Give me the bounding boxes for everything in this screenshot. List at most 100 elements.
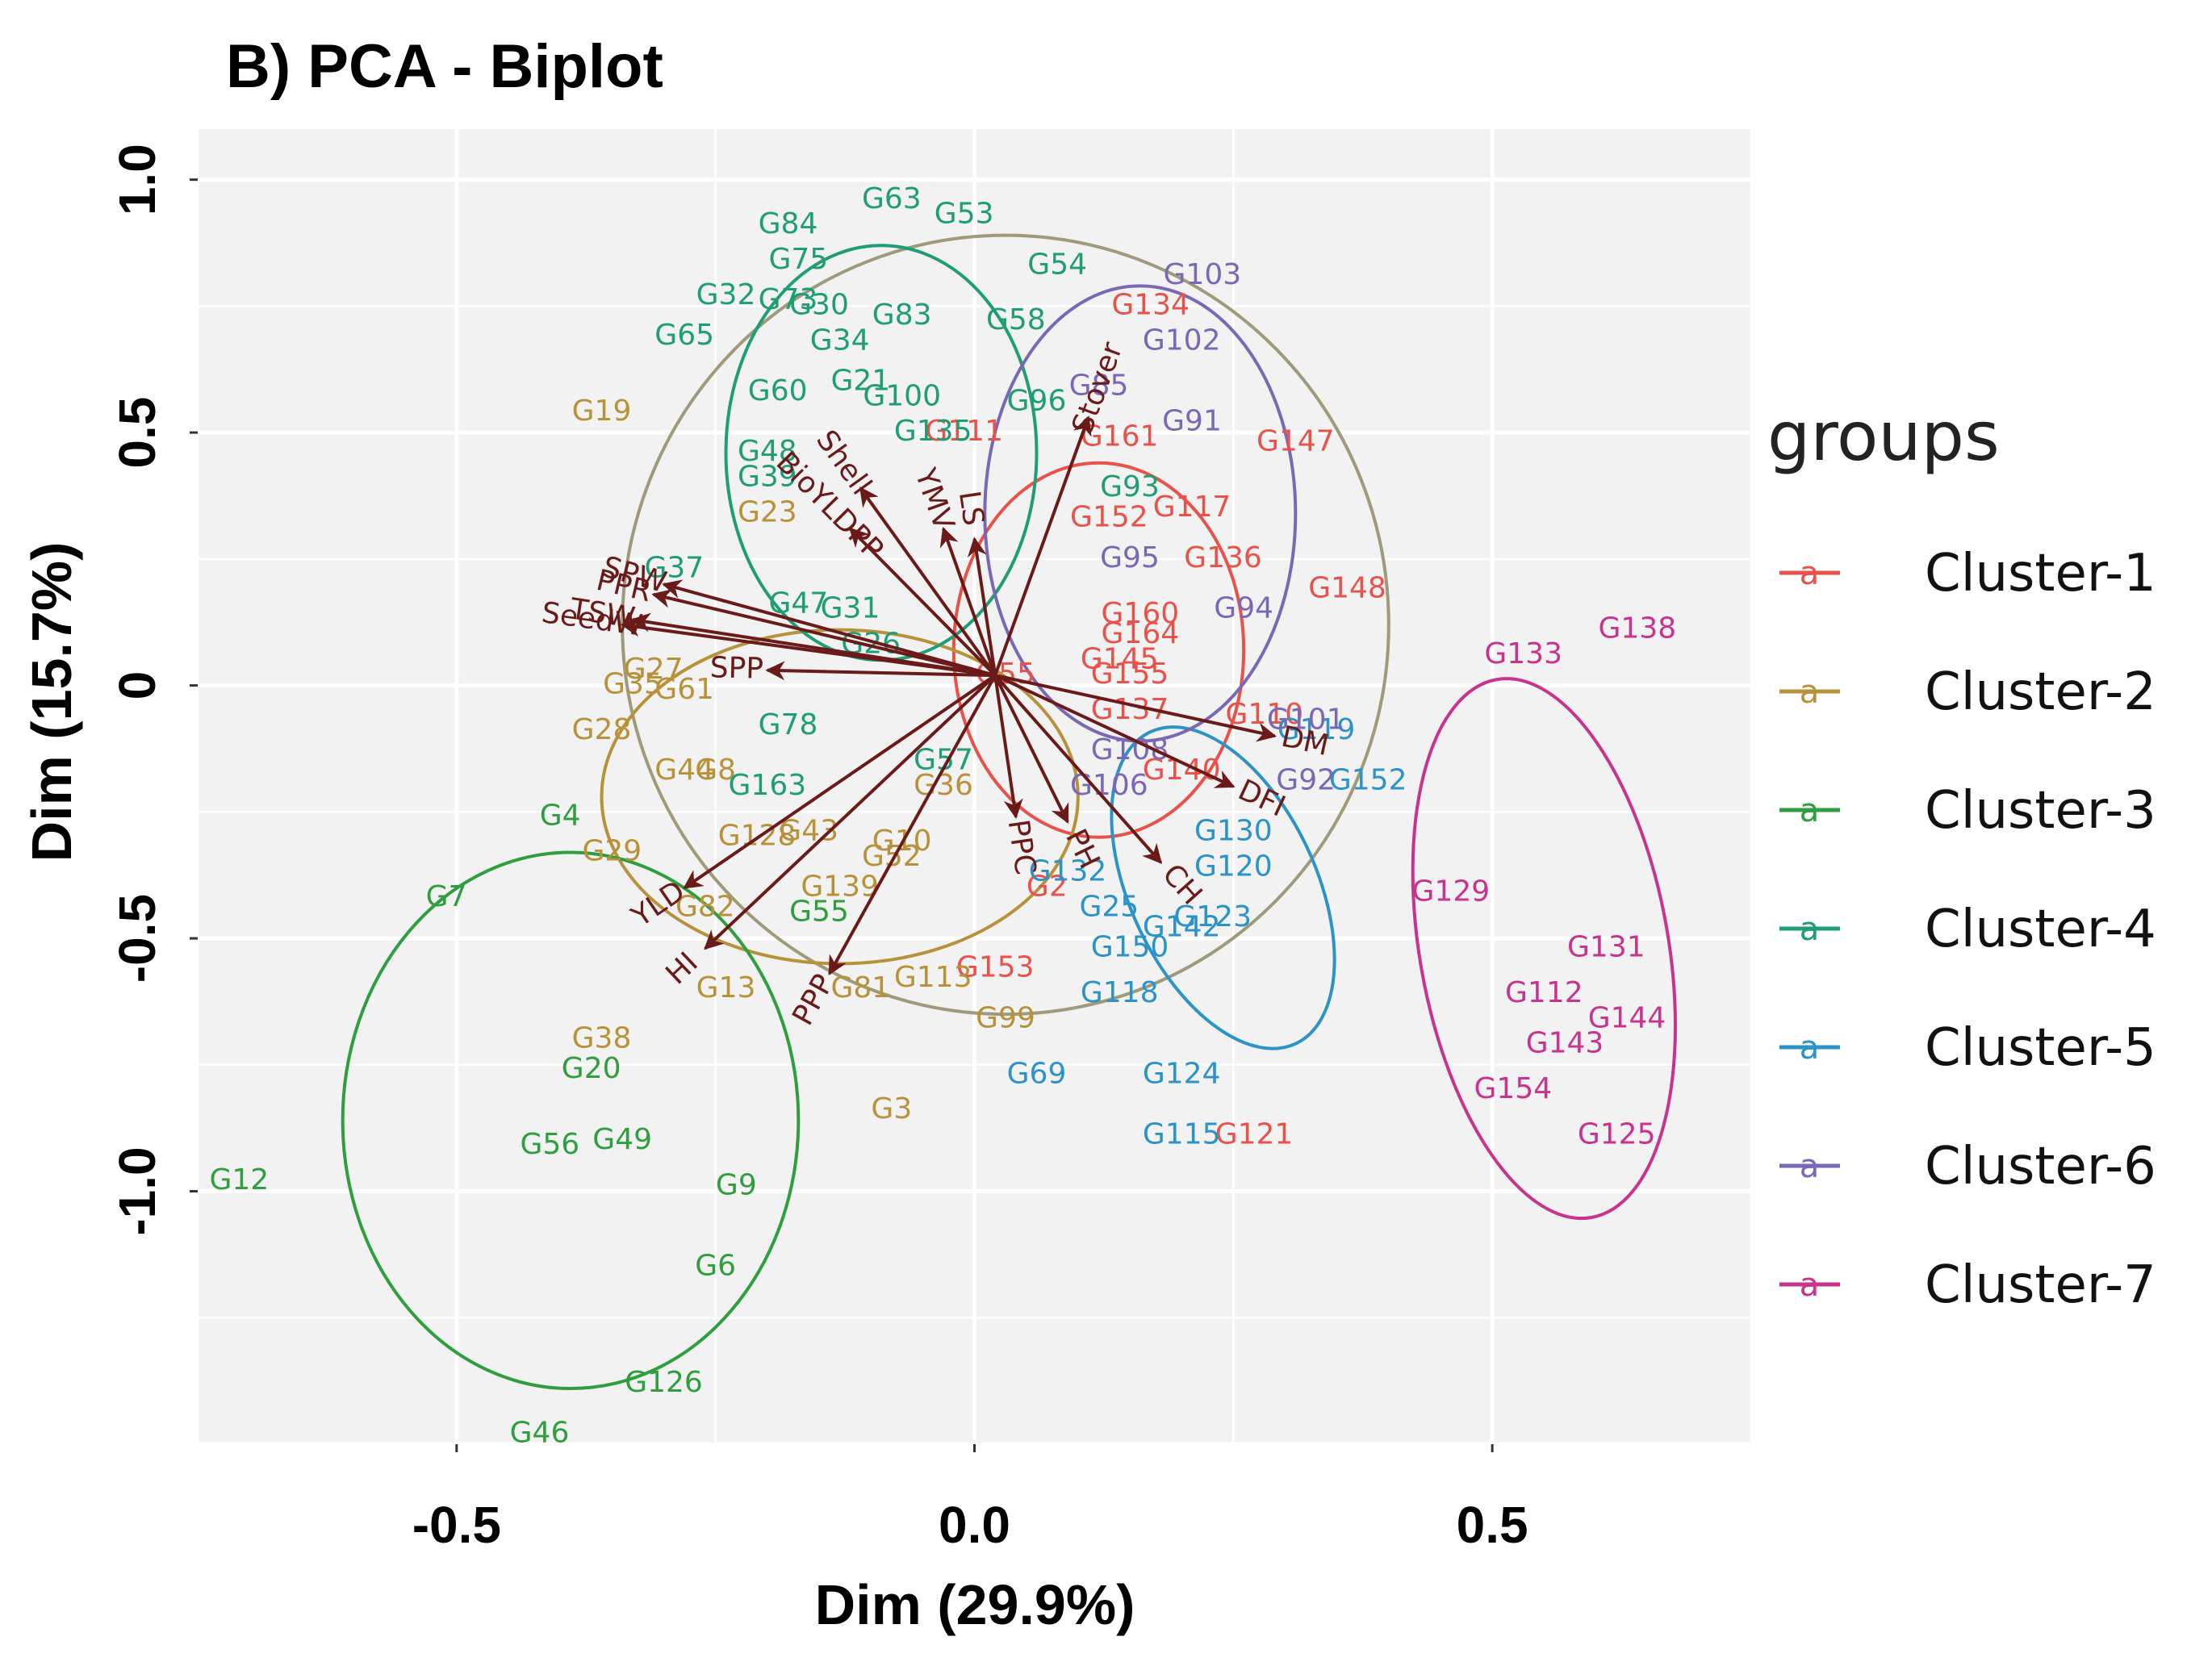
- point-label-cluster-7: G112: [1505, 976, 1583, 1009]
- point-label-cluster-1: G140: [1143, 754, 1221, 787]
- point-label-cluster-6: G92: [1276, 764, 1336, 797]
- x-axis-ticks: -0.5 0.0 0.5: [412, 1444, 1528, 1554]
- point-label-cluster-4: G93: [1100, 470, 1160, 503]
- point-label-cluster-5: G119: [1277, 713, 1356, 746]
- arrow-ch: [993, 674, 1163, 864]
- point-label-cluster-5: G132: [1029, 855, 1107, 888]
- point-label-cluster-4: G75: [768, 243, 828, 276]
- arrow-spp: [765, 661, 996, 681]
- y-axis-title: Dim (15.7%): [20, 542, 83, 862]
- point-label-cluster-5: G120: [1194, 850, 1273, 883]
- point-label-cluster-4: G100: [863, 379, 941, 412]
- point-label-cluster-4: G60: [748, 374, 808, 407]
- legend-key-glyph-5: a: [1800, 1029, 1820, 1067]
- point-label-cluster-7: G144: [1588, 1001, 1666, 1034]
- point-label-cluster-5: G25: [1079, 890, 1139, 923]
- y-tick-label: -1.0: [108, 1146, 166, 1235]
- arrow-ymv: [939, 527, 997, 676]
- point-label-cluster-2: G35: [603, 668, 663, 701]
- point-label-cluster-1: G136: [1184, 541, 1262, 574]
- point-label-cluster-4: G31: [821, 592, 880, 625]
- point-label-cluster-4: G78: [759, 708, 818, 741]
- point-label-cluster-5: G123: [1173, 900, 1252, 933]
- arrow-bioyldpp: [848, 527, 997, 677]
- point-label-cluster-1: G152: [1070, 501, 1148, 534]
- point-label-cluster-3: G126: [625, 1366, 703, 1399]
- ellipse-cluster-6: [983, 284, 1298, 743]
- arrow-shell: [859, 486, 997, 677]
- arrow-dm: [994, 674, 1277, 742]
- legend-key-glyph-6: a: [1800, 1148, 1820, 1185]
- point-label-cluster-1: G161: [1081, 420, 1159, 453]
- legend-label-3: Cluster-3: [1925, 781, 2156, 841]
- point-label-cluster-2: G113: [894, 961, 972, 994]
- point-label-cluster-2: G8: [695, 754, 736, 787]
- point-label-cluster-3: G4: [540, 800, 581, 833]
- arrow-seedw: [620, 617, 996, 678]
- point-label-cluster-5: G130: [1194, 814, 1273, 847]
- point-label-cluster-2: G52: [862, 840, 922, 873]
- point-label-cluster-7: G131: [1567, 931, 1645, 964]
- point-label-cluster-3: G7: [426, 880, 467, 913]
- point-label-cluster-4: G63: [862, 182, 922, 215]
- point-label-cluster-6: G95: [1100, 541, 1160, 574]
- x-tick-label: 0.0: [939, 1496, 1010, 1554]
- point-label-cluster-4: G83: [872, 299, 932, 332]
- point-label-cluster-2: G128: [718, 820, 797, 853]
- point-label-cluster-2: G23: [738, 495, 797, 528]
- point-label-cluster-2: G19: [572, 395, 632, 428]
- variable-label-ppc: PPC: [1001, 817, 1042, 877]
- point-label-cluster-6: G94: [1214, 592, 1273, 625]
- point-label-cluster-4: G163: [729, 769, 807, 802]
- point-label-cluster-4: G34: [810, 324, 870, 357]
- point-label-cluster-1: G2: [1027, 870, 1068, 903]
- point-label-cluster-1: G160: [1102, 597, 1180, 630]
- point-label-cluster-6: G101: [1267, 704, 1345, 737]
- arrow-hi: [704, 674, 997, 950]
- x-tick-label: 0.5: [1457, 1496, 1528, 1554]
- point-label-cluster-4: G48: [738, 435, 797, 468]
- legend-key-glyph-1: a: [1800, 555, 1820, 592]
- point-label-cluster-5: G118: [1081, 976, 1159, 1009]
- arrow-ppp: [828, 674, 997, 976]
- point-label-cluster-1: G134: [1111, 288, 1190, 321]
- point-label-cluster-1: G147: [1257, 425, 1335, 458]
- legend-label-6: Cluster-6: [1925, 1137, 2156, 1196]
- point-label-cluster-5: G124: [1143, 1057, 1221, 1090]
- ellipse-cluster-7: [1411, 677, 1677, 1221]
- point-label-cluster-4: G58: [986, 303, 1046, 336]
- point-label-cluster-5: G152: [1329, 764, 1407, 797]
- ellipse-cluster-3: [341, 850, 801, 1391]
- point-label-cluster-2: G28: [572, 713, 632, 746]
- y-tick-label: 0: [108, 671, 166, 700]
- arrow-stover: [993, 416, 1092, 676]
- legend-label-5: Cluster-5: [1925, 1018, 2156, 1078]
- y-axis-ticks: -1.0 -0.5 0 0.5 1.0: [108, 144, 198, 1236]
- point-label-cluster-1: G155: [1091, 658, 1169, 691]
- legend-key-glyph-2: a: [1800, 674, 1820, 711]
- point-label-cluster-1: G153: [956, 951, 1035, 984]
- point-label-cluster-2: G13: [696, 971, 756, 1004]
- point-label-cluster-3: G6: [695, 1250, 736, 1283]
- legend: groups a Cluster-1 a Cluster-2 a Cluster-3 a Cl…: [1751, 347, 2212, 1380]
- point-label-cluster-6: G91: [1162, 405, 1222, 438]
- variable-label-ls: LS: [952, 489, 990, 528]
- arrow-ppr: [651, 589, 996, 678]
- arrow-spw: [662, 579, 996, 678]
- point-label-cluster-4: G21: [830, 364, 890, 397]
- point-label-cluster-7: G154: [1474, 1072, 1553, 1105]
- point-label-cluster-2: G61: [654, 673, 714, 706]
- point-label-cluster-6: G85: [1069, 370, 1129, 403]
- point-label-cluster-1: G148: [1308, 572, 1386, 605]
- x-axis-title: Dim (29.9%): [815, 1573, 1135, 1636]
- point-label-cluster-5: G69: [1007, 1057, 1067, 1090]
- point-label-cluster-4: G54: [1027, 248, 1087, 281]
- chart-title: B) PCA - Biplot: [226, 32, 663, 101]
- point-label-cluster-4: G30: [789, 288, 849, 321]
- point-label-cluster-2: G27: [624, 653, 684, 686]
- point-label-cluster-7: G125: [1578, 1118, 1656, 1151]
- legend-background: [1751, 347, 2212, 1380]
- arrow-ph: [993, 674, 1069, 825]
- legend-title: groups: [1767, 397, 2000, 476]
